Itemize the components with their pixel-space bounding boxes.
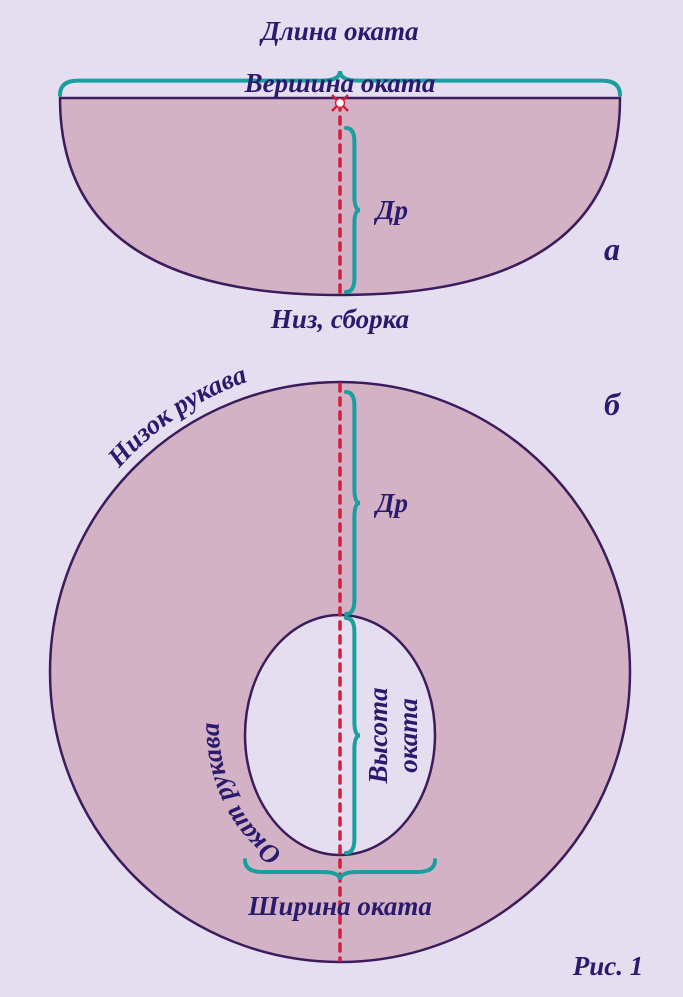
label-top-title: Длина оката — [258, 16, 418, 46]
label-cap-width: Ширина оката — [247, 891, 432, 921]
panel-a-marker: а — [604, 231, 620, 267]
label-top-subtitle: Вершина оката — [244, 68, 436, 98]
label-cap-height: Высотаоката — [363, 687, 423, 784]
panel-b-marker: б — [604, 386, 622, 422]
label-panel-b-dr: Др — [373, 488, 408, 518]
label-bottom-a: Низ, сборка — [270, 304, 409, 334]
svg-text:оката: оката — [393, 698, 423, 773]
label-panel-a-dr: Др — [373, 195, 408, 225]
figure-caption: Рис. 1 — [572, 951, 644, 981]
cap-height-brace — [346, 618, 360, 853]
svg-text:Высота: Высота — [363, 687, 393, 784]
top-marker-dot — [336, 99, 345, 108]
